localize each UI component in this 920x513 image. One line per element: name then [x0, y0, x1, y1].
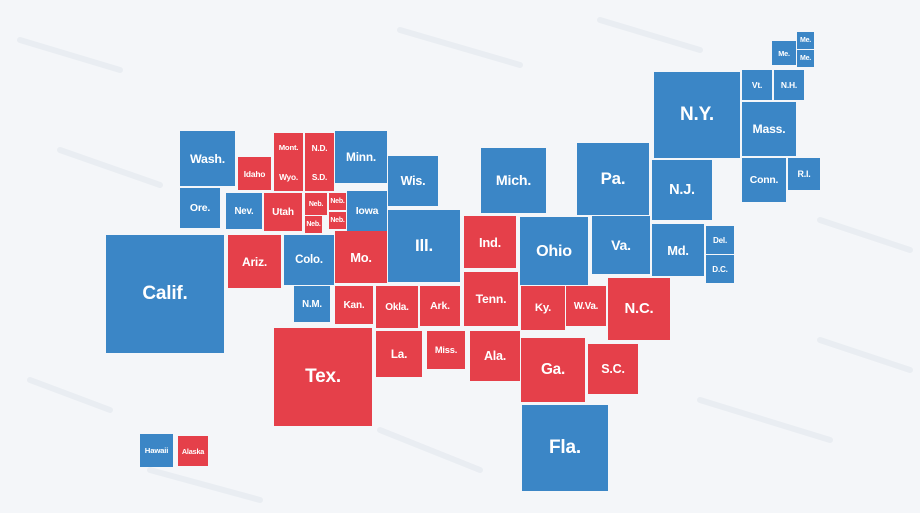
state-tile: Conn.	[742, 158, 786, 202]
state-tile: Neb.	[305, 193, 327, 215]
state-tile: S.D.	[305, 162, 334, 191]
state-tile: Ky.	[521, 286, 565, 330]
state-tile: Tenn.	[464, 272, 518, 326]
state-tile: Colo.	[284, 235, 334, 285]
state-tile: Ariz.	[228, 235, 281, 288]
state-tile: Ga.	[521, 338, 585, 402]
state-tile: Ohio	[520, 217, 588, 285]
state-tile: Neb.	[305, 216, 322, 233]
state-tile: Calif.	[106, 235, 224, 353]
state-tile: Minn.	[335, 131, 387, 183]
state-tile: Va.	[592, 216, 650, 274]
state-tile: Md.	[652, 224, 704, 276]
state-tile: N.Y.	[654, 72, 740, 158]
state-tile: Alaska	[178, 436, 208, 466]
state-tile: N.J.	[652, 160, 712, 220]
state-tile: Okla.	[376, 286, 418, 328]
state-tile: Idaho	[238, 157, 271, 190]
state-tile: R.I.	[788, 158, 820, 190]
state-tile: Ore.	[180, 188, 220, 228]
state-tile: Iowa	[347, 191, 387, 231]
state-tile: Del.	[706, 226, 734, 254]
state-tile: Utah	[264, 193, 302, 231]
state-tile: Nev.	[226, 193, 262, 229]
state-tile: S.C.	[588, 344, 638, 394]
state-tile: Vt.	[742, 70, 772, 100]
state-tile: Miss.	[427, 331, 465, 369]
state-tile: Me.	[797, 32, 814, 49]
state-tile: Mont.	[274, 133, 303, 162]
state-tile: Hawaii	[140, 434, 173, 467]
state-tile: Me.	[772, 41, 796, 65]
state-tile: Ala.	[470, 331, 520, 381]
state-tile: Neb.	[329, 212, 346, 229]
state-tile: N.H.	[774, 70, 804, 100]
state-tile: Wis.	[388, 156, 438, 206]
state-tile: Kan.	[335, 286, 373, 324]
state-tile: Mo.	[335, 231, 387, 283]
state-tile: Ark.	[420, 286, 460, 326]
state-tile: N.M.	[294, 286, 330, 322]
state-tile: Tex.	[274, 328, 372, 426]
state-tile: Wyo.	[274, 162, 303, 191]
state-tile: Ind.	[464, 216, 516, 268]
state-tile: La.	[376, 331, 422, 377]
state-tile: Wash.	[180, 131, 235, 186]
state-tile: N.C.	[608, 278, 670, 340]
state-tile: Ill.	[388, 210, 460, 282]
state-tile: D.C.	[706, 255, 734, 283]
state-tile: Me.	[797, 50, 814, 67]
state-tile: Fla.	[522, 405, 608, 491]
state-tile: Pa.	[577, 143, 649, 215]
state-tile: Mass.	[742, 102, 796, 156]
state-tile: W.Va.	[566, 286, 606, 326]
state-tile: N.D.	[305, 133, 334, 162]
state-tile: Neb.	[329, 193, 346, 210]
state-tile: Mich.	[481, 148, 546, 213]
